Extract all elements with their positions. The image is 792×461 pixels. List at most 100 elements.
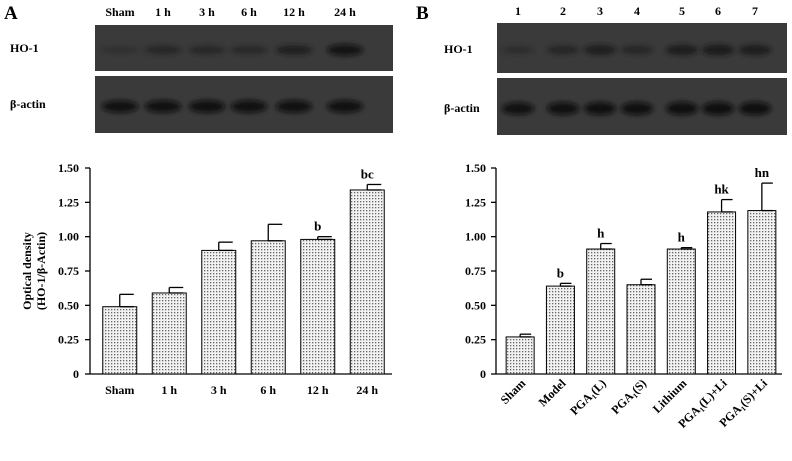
significance-label: b [314, 219, 321, 234]
blot-band [102, 46, 138, 54]
blot-band [327, 100, 363, 113]
bar-1-h [151, 292, 187, 375]
y-tick-label: 0.50 [58, 298, 79, 312]
blot-band [145, 45, 181, 55]
blot-band [739, 44, 771, 56]
panel-letter-a: A [4, 3, 18, 24]
blot-band [502, 46, 534, 54]
blot-label-ho-1: HO-1 [10, 41, 39, 55]
lane-label-3-h: 3 h [199, 5, 215, 19]
blot-band [502, 102, 534, 115]
y-tick-label: 0.75 [58, 264, 79, 278]
significance-label: h [597, 226, 605, 241]
error-bar-6-h [267, 223, 283, 242]
blot-band [702, 101, 734, 116]
error-bar-sham [119, 293, 134, 308]
error-bar-pga-s [640, 278, 652, 286]
error-bar-pga-s-li [761, 182, 773, 212]
lane-label-1: 1 [515, 4, 521, 18]
blot-band [189, 100, 225, 113]
y-axis-label: Optical density(HO-1/β-Actin) [20, 232, 48, 310]
error-bar-24-h [366, 183, 382, 191]
bar-pga-s [626, 284, 656, 375]
x-tick-label-6-h: 6 h [260, 383, 276, 397]
bar-sham [102, 306, 138, 375]
blot-band [621, 102, 653, 115]
blot-band [547, 45, 579, 55]
x-tick-label-sham: Sham [105, 383, 134, 397]
y-tick-label: 0.50 [465, 298, 486, 312]
y-tick-label: 0 [73, 367, 79, 381]
panel-a: A Sham 1 h 3 h 6 h 12 h 24 h HO-1 β-actin [4, 3, 393, 133]
blot-label-actin: β-actin [10, 97, 46, 111]
y-tick-label: 1.00 [58, 230, 79, 244]
blot-band [145, 100, 181, 113]
x-tick-label-model: Model [536, 376, 569, 409]
y-tick-label: 0.25 [465, 333, 486, 347]
error-bar-lithium [680, 247, 693, 250]
significance-label: bc [361, 166, 374, 181]
x-tick-label-lithium: Lithium [650, 376, 690, 416]
y-tick-label: 1.25 [58, 195, 79, 209]
lane-label-6-h: 6 h [241, 5, 257, 19]
blot-label-ho-1: HO-1 [444, 42, 473, 56]
bar-3-h [201, 249, 237, 375]
significance-label: b [557, 265, 564, 280]
blot-band [621, 45, 653, 55]
lane-label-3: 3 [597, 4, 603, 18]
blot-band [666, 44, 698, 56]
blot-label-actin: β-actin [444, 101, 480, 115]
bar-pga-s-li [747, 210, 777, 375]
lane-labels-b: 1 2 3 4 5 6 7 [515, 4, 758, 18]
error-bar-pga-l-li [720, 198, 733, 213]
x-tick-label-24-h: 24 h [356, 383, 378, 397]
blot-band [189, 45, 225, 55]
blot-band [739, 101, 771, 116]
panel-letter-b: B [416, 3, 429, 24]
lane-label-2: 2 [560, 4, 566, 18]
blots-b: HO-1 β-actin [444, 23, 787, 135]
error-bar-pga-l [600, 242, 612, 250]
blot-band [547, 102, 579, 115]
blot-band [276, 45, 312, 55]
lane-label-12-h: 12 h [283, 5, 305, 19]
error-bar-sham [519, 333, 532, 338]
x-tick-label-3-h: 3 h [211, 383, 227, 397]
y-tick-label: 1.25 [465, 195, 486, 209]
significance-label: h [678, 230, 686, 245]
bar-sham [505, 336, 535, 375]
y-tick-label: 1.00 [465, 230, 486, 244]
bar-chart-time-course: 0 0.25 0.50 0.75 1.00 1.25 1.50 Optical density… [20, 161, 392, 397]
lane-label-24-h: 24 h [334, 5, 356, 19]
panel-b: B 1 2 3 4 5 6 7 HO-1 β-actin [416, 3, 787, 135]
y-tick-label: 0.75 [465, 264, 486, 278]
significance-label: hk [714, 182, 729, 197]
bar-12-h [300, 238, 336, 375]
y-tick-label: 1.50 [465, 161, 486, 175]
blot-band [231, 100, 267, 113]
y-tick-label: 1.50 [58, 161, 79, 175]
blots-a: HO-1 β-actin [10, 25, 393, 133]
blot-band [276, 100, 312, 113]
error-bar-3-h [218, 241, 233, 252]
lane-label-1-h: 1 h [155, 5, 171, 19]
blot-band [231, 45, 267, 55]
error-bar-1-h [168, 286, 184, 294]
y-tick-label: 0 [480, 367, 486, 381]
blot-band [327, 44, 363, 56]
x-tick-label-pga-s: PGA₁(S) [608, 376, 649, 417]
lane-label-5: 5 [679, 4, 685, 18]
blot-band [702, 44, 734, 56]
y-tick-label: 0.25 [58, 333, 79, 347]
bar-pga-l [586, 248, 616, 375]
x-tick-label-1-h: 1 h [161, 383, 177, 397]
lane-labels-a: Sham 1 h 3 h 6 h 12 h 24 h [105, 5, 356, 19]
bar-lithium [666, 248, 696, 375]
x-tick-label-sham: Sham [498, 376, 529, 407]
error-bar-12-h [317, 236, 332, 241]
x-tick-label-12-h: 12 h [307, 383, 329, 397]
bar-24-h [349, 189, 385, 375]
lane-label-7: 7 [752, 4, 758, 18]
lane-label-4: 4 [634, 4, 640, 18]
